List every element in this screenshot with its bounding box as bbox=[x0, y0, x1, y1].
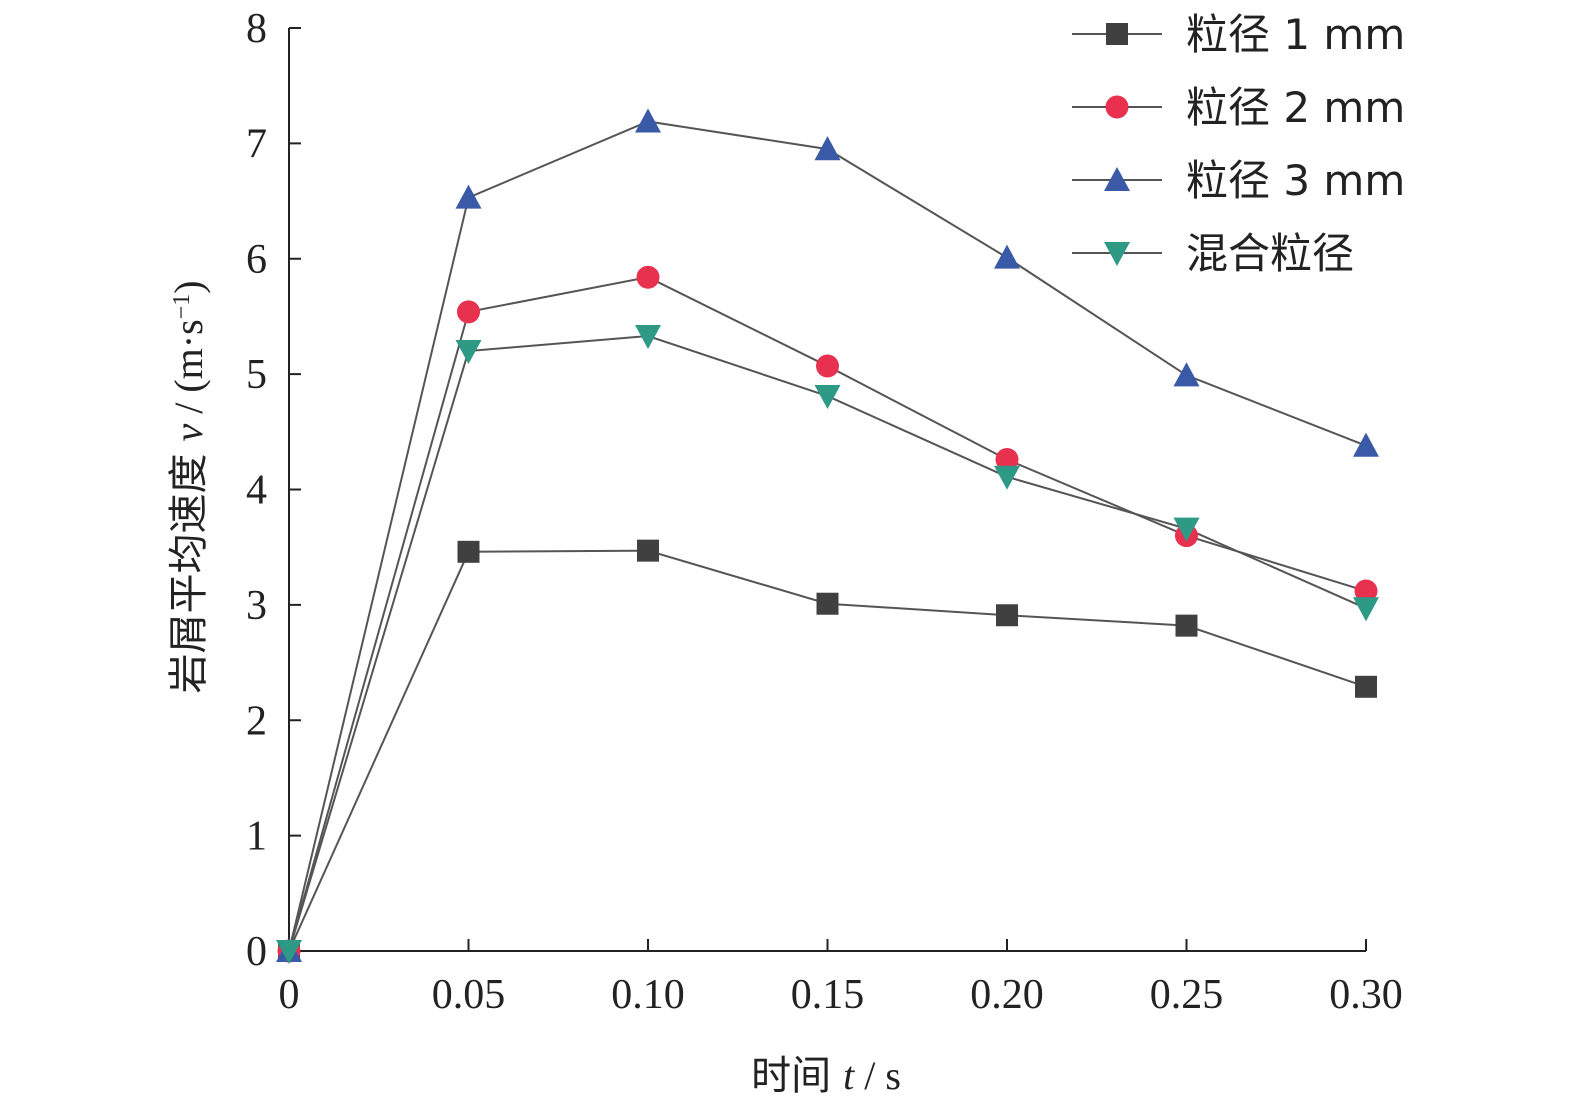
x-tick-label: 0 bbox=[279, 972, 300, 1018]
legend-marker bbox=[1106, 23, 1128, 45]
data-point-series-4 bbox=[1173, 517, 1200, 542]
x-tick-label: 0.05 bbox=[432, 972, 506, 1018]
x-tick-label: 0.30 bbox=[1329, 972, 1403, 1018]
data-point-series-3 bbox=[455, 184, 482, 209]
data-point-series-4 bbox=[814, 384, 841, 410]
data-point-series-1 bbox=[1355, 675, 1377, 698]
data-point-series-3 bbox=[994, 244, 1020, 269]
x-tick-label: 0.15 bbox=[791, 972, 865, 1018]
y-tick-label: 1 bbox=[246, 814, 267, 860]
legend: 粒径 1 mm 粒径 2 mm 粒径 3 mm 混合粒径 bbox=[1072, 10, 1405, 278]
data-point-series-2 bbox=[816, 354, 839, 378]
x-axis-title-var: t bbox=[843, 1053, 855, 1098]
data-point-series-4 bbox=[635, 325, 661, 350]
y-axis-title-unit-exp: −1 bbox=[169, 294, 195, 320]
y-axis-title-unit-prefix: / (m·s bbox=[166, 319, 211, 423]
data-point-series-3 bbox=[814, 136, 841, 161]
y-tick-label: 3 bbox=[246, 583, 267, 629]
y-axis-title-unit-suffix: ) bbox=[166, 280, 211, 293]
data-point-series-1 bbox=[1175, 614, 1198, 637]
data-point-series-1 bbox=[457, 540, 480, 563]
data-point-series-2 bbox=[1354, 579, 1378, 603]
legend-marker bbox=[1105, 95, 1129, 119]
y-tick-label: 2 bbox=[246, 698, 267, 744]
y-tick-label: 0 bbox=[246, 929, 267, 975]
data-point-series-1 bbox=[816, 592, 839, 615]
data-point-series-2 bbox=[457, 300, 480, 324]
x-tick-label: 0.20 bbox=[970, 972, 1044, 1018]
data-point-series-1 bbox=[637, 539, 659, 562]
data-point-series-3 bbox=[635, 108, 661, 133]
y-tick-label: 8 bbox=[246, 6, 267, 52]
data-point-series-4 bbox=[276, 939, 302, 964]
legend-label: 混合粒径 bbox=[1186, 229, 1354, 278]
y-tick-label: 4 bbox=[246, 468, 267, 514]
x-axis-title: 时间 t / s bbox=[751, 1053, 901, 1099]
legend-label: 粒径 2 mm bbox=[1186, 83, 1405, 132]
y-tick-label: 7 bbox=[246, 121, 267, 167]
series-line-4 bbox=[288, 335, 1367, 952]
x-axis-title-unit: / s bbox=[854, 1053, 901, 1098]
legend-label: 粒径 1 mm bbox=[1186, 10, 1405, 59]
x-tick-label: 0.25 bbox=[1150, 972, 1224, 1018]
data-point-series-3 bbox=[1353, 432, 1379, 457]
data-point-series-2 bbox=[636, 265, 660, 289]
y-tick-label: 5 bbox=[246, 352, 267, 398]
y-axis-title-cn: 岩屑平均速度 bbox=[166, 454, 212, 694]
data-point-series-4 bbox=[1353, 597, 1379, 622]
legend-marker bbox=[1104, 241, 1130, 266]
legend-marker bbox=[1104, 167, 1130, 192]
data-point-series-4 bbox=[455, 340, 482, 365]
x-axis-title-cn: 时间 bbox=[751, 1053, 831, 1099]
legend-label: 粒径 3 mm bbox=[1186, 156, 1405, 205]
series-markers bbox=[276, 108, 1379, 964]
y-axis-title: 岩屑平均速度 v / (m·s−1) bbox=[166, 280, 212, 693]
data-point-series-2 bbox=[995, 448, 1019, 472]
axes: 0 1 2 3 4 5 6 7 8 0 0.05 0.10 0.15 0.20 0.25 0.30 bbox=[246, 6, 1403, 1018]
data-point-series-4 bbox=[994, 465, 1020, 490]
data-point-series-1 bbox=[996, 604, 1018, 627]
data-point-series-3 bbox=[1173, 362, 1200, 387]
x-tick-label: 0.10 bbox=[611, 972, 685, 1018]
y-tick-label: 6 bbox=[246, 237, 267, 283]
y-axis-title-var: v bbox=[166, 424, 211, 442]
